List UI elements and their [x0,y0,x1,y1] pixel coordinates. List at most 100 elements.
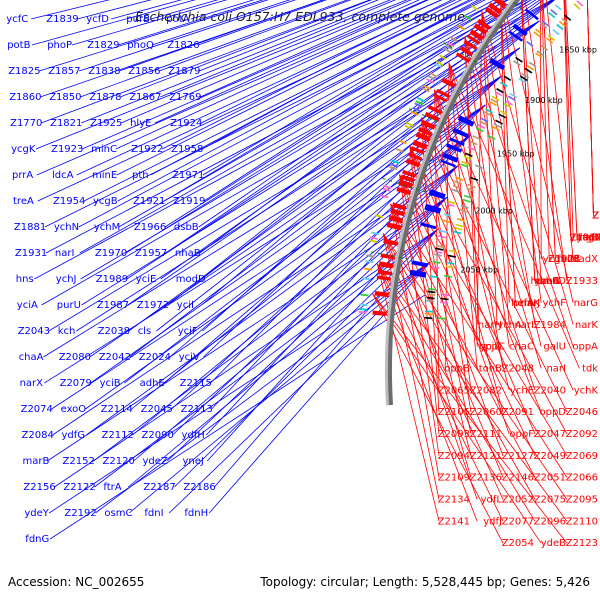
annotation-block [462,198,471,203]
annotation-block [432,260,441,264]
reverse-gene-label: Z2156 [23,482,55,493]
leader-line [399,174,568,457]
forward-gene-arrow [390,208,405,217]
forward-gene-label: ydeB [541,538,566,549]
reverse-gene-label: yneJ [183,456,204,467]
annotation-block [375,214,384,219]
reverse-gene-label: Z2090 [142,430,174,441]
annotation-block [540,44,548,51]
annotation-block [369,239,378,243]
reverse-gene-label: Z1879 [168,66,200,77]
annotation-block [382,187,391,192]
forward-gene-arrow [415,131,431,142]
leader-line [34,0,553,280]
leader-line [199,0,379,72]
leader-line [372,293,568,544]
annotation-block [380,194,389,199]
annotation-block [389,165,398,171]
annotation-block [507,95,516,101]
forward-gene-label: Z2095 [566,495,598,506]
reverse-gene-arrow [508,30,523,42]
annotation-block [495,119,503,125]
annotation-block [429,72,438,78]
annotation-block [366,254,375,258]
leader-line [40,0,325,98]
reverse-gene-label: ycfD [86,14,109,25]
annotation-block [443,274,453,278]
annotation-block [519,75,528,82]
leader-line [154,0,429,124]
leader-line [80,0,554,280]
leader-line [210,104,486,384]
annotation-block [515,56,523,63]
forward-gene-arrow [405,158,421,168]
forward-gene-label: narH [478,320,502,331]
leader-line [409,145,510,435]
annotation-block [439,54,447,61]
reverse-gene-label: yciF [178,326,198,337]
leader-line [124,104,486,384]
reverse-gene-label: ycgB [93,196,118,207]
annotation-block [410,110,419,116]
reverse-gene-label: modD [176,274,206,285]
reverse-gene-label: fdnH [184,508,208,519]
annotation-block [443,47,452,54]
leader-line [586,0,594,216]
annotation-block [369,236,379,240]
tick-label: 2000 kbp [475,207,513,216]
annotation-block [526,40,534,47]
annotation-block [489,100,497,107]
leader-line [481,11,536,325]
annotation-block [365,260,374,264]
leader-line [586,0,594,216]
annotation-block [446,202,455,207]
forward-gene-label: dadA [576,232,600,243]
reverse-gene-label: Z2113 [181,404,213,415]
annotation-block [493,123,502,129]
reverse-gene-label: Z2120 [103,456,135,467]
leader-line [382,233,536,500]
leader-line [163,0,508,202]
leader-line [54,229,438,488]
leader-line [565,0,578,238]
forward-gene-label: prfA [513,298,534,309]
reverse-gene-label: Z2115 [180,378,212,389]
forward-gene-label: oppC [479,342,505,353]
reverse-gene-label: ychJ [56,274,77,285]
leader-line [151,0,291,46]
forward-gene-label: narK [575,320,599,331]
reverse-gene-label: pth [132,170,149,181]
forward-gene-arrow [400,174,415,183]
forward-gene-label: Z2146 [502,473,534,484]
annotation-block [358,310,367,314]
annotation-block [573,3,581,10]
annotation-block [434,250,443,254]
leader-line [586,0,594,216]
annotation-block [463,194,472,199]
leader-line [207,197,448,462]
leader-line [81,20,540,306]
leader-line [45,0,529,254]
annotation-block [464,152,473,157]
annotation-block [548,11,556,19]
forward-gene-label: Z2065 [438,385,470,396]
leader-line [464,36,574,347]
annotation-block [441,219,450,224]
annotation-block [457,24,466,31]
reverse-gene-label: Z2122 [63,482,95,493]
reverse-gene-arrow [420,222,437,230]
reverse-gene-label: adhE [140,378,165,389]
leader-line [80,0,392,124]
forward-gene-label: Z2054 [502,538,534,549]
annotation-block [546,37,554,44]
forward-gene-arrow [436,88,450,98]
leader-line [382,233,568,500]
leader-line [120,0,373,98]
annotation-block [426,78,435,84]
leader-line [564,0,574,238]
leader-line [203,75,502,358]
forward-gene-label: Z1984 [534,320,566,331]
leader-line [434,89,510,391]
annotation-block [463,14,472,21]
reverse-gene-label: yciB [100,378,121,389]
